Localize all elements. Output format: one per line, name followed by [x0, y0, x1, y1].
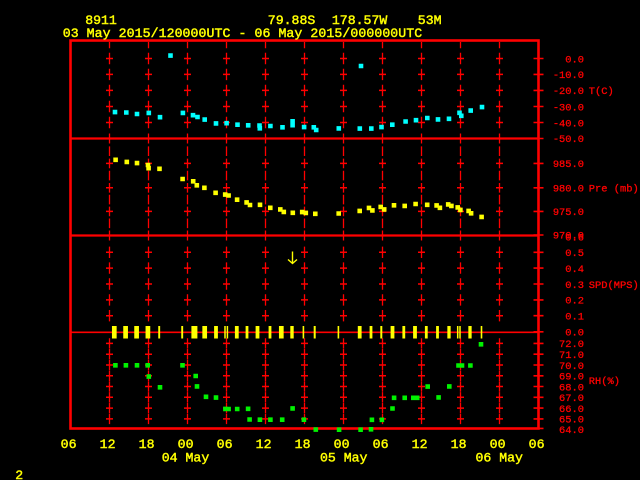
- svg-text:06: 06: [61, 437, 77, 452]
- svg-text:-20.0: -20.0: [553, 86, 584, 98]
- svg-text:0.5: 0.5: [565, 248, 584, 260]
- svg-text:79.88S: 79.88S: [268, 13, 316, 28]
- svg-text:64.0: 64.0: [559, 425, 584, 437]
- svg-text:T(C): T(C): [589, 86, 614, 98]
- svg-text:0.1: 0.1: [565, 312, 584, 324]
- svg-text:985.0: 985.0: [553, 159, 584, 171]
- svg-text:0.0: 0.0: [565, 327, 584, 339]
- svg-text:8911: 8911: [85, 13, 117, 28]
- svg-text:66.0: 66.0: [559, 404, 584, 416]
- svg-text:RH(%): RH(%): [589, 376, 620, 388]
- svg-text:00: 00: [178, 437, 194, 452]
- svg-text:06: 06: [529, 437, 545, 452]
- svg-text:04 May: 04 May: [162, 450, 210, 465]
- svg-text:72.0: 72.0: [559, 339, 584, 351]
- svg-text:-40.0: -40.0: [553, 118, 584, 130]
- svg-text:980.0: 980.0: [553, 184, 584, 196]
- svg-text:0.3: 0.3: [565, 280, 584, 292]
- svg-text:67.0: 67.0: [559, 393, 584, 405]
- svg-text:18: 18: [139, 437, 155, 452]
- svg-text:178.57W: 178.57W: [332, 13, 387, 28]
- svg-text:53M: 53M: [418, 13, 442, 28]
- svg-text:-30.0: -30.0: [553, 102, 584, 114]
- svg-text:2: 2: [15, 468, 23, 480]
- svg-text:65.0: 65.0: [559, 415, 584, 427]
- svg-text:970.0: 970.0: [553, 231, 584, 243]
- svg-text:06 May: 06 May: [475, 450, 523, 465]
- svg-text:18: 18: [295, 437, 311, 452]
- svg-text:0.0: 0.0: [565, 54, 584, 66]
- svg-text:03 May 2015/120000UTC - 06 May: 03 May 2015/120000UTC - 06 May 2015/0000…: [63, 26, 423, 41]
- svg-text:12: 12: [412, 437, 428, 452]
- svg-text:06: 06: [373, 437, 389, 452]
- svg-text:12: 12: [256, 437, 272, 452]
- svg-text:71.0: 71.0: [559, 350, 584, 362]
- svg-text:00: 00: [490, 437, 506, 452]
- svg-text:975.0: 975.0: [553, 207, 584, 219]
- svg-text:-50.0: -50.0: [553, 134, 584, 146]
- svg-text:05 May: 05 May: [320, 450, 368, 465]
- svg-text:SPD(MPS): SPD(MPS): [589, 280, 639, 292]
- svg-text:-10.0: -10.0: [553, 70, 584, 82]
- svg-text:69.0: 69.0: [559, 372, 584, 384]
- svg-text:Pre (mb): Pre (mb): [589, 184, 639, 196]
- svg-text:06: 06: [217, 437, 233, 452]
- svg-text:0.4: 0.4: [565, 264, 584, 276]
- svg-text:0.6: 0.6: [565, 232, 584, 244]
- svg-text:18: 18: [451, 437, 467, 452]
- svg-text:0.2: 0.2: [565, 296, 584, 308]
- svg-text:68.0: 68.0: [559, 382, 584, 394]
- svg-text:70.0: 70.0: [559, 361, 584, 373]
- svg-text:12: 12: [100, 437, 116, 452]
- svg-text:00: 00: [334, 437, 350, 452]
